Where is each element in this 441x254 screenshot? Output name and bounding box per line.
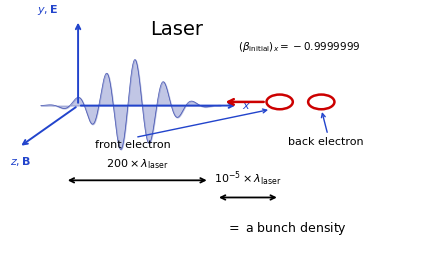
Text: $10^{-5}\times\lambda_{\mathrm{laser}}$: $10^{-5}\times\lambda_{\mathrm{laser}}$ xyxy=(214,169,281,188)
Text: back electron: back electron xyxy=(288,137,363,147)
Circle shape xyxy=(308,94,334,109)
Text: $(\beta_{\mathrm{initial}})_x = -0.9999999$: $(\beta_{\mathrm{initial}})_x = -0.99999… xyxy=(238,40,361,54)
Text: $x$: $x$ xyxy=(243,101,251,110)
Circle shape xyxy=(266,94,293,109)
Text: $y,\mathbf{E}$: $y,\mathbf{E}$ xyxy=(37,3,58,17)
Text: $=$ a bunch density: $=$ a bunch density xyxy=(226,220,347,237)
Circle shape xyxy=(313,97,330,107)
Text: Laser: Laser xyxy=(150,20,203,39)
Text: $z,\mathbf{B}$: $z,\mathbf{B}$ xyxy=(10,155,31,168)
Text: $200\times\lambda_{\mathrm{laser}}$: $200\times\lambda_{\mathrm{laser}}$ xyxy=(106,157,168,170)
Text: front electron: front electron xyxy=(95,140,171,150)
Circle shape xyxy=(271,97,288,107)
